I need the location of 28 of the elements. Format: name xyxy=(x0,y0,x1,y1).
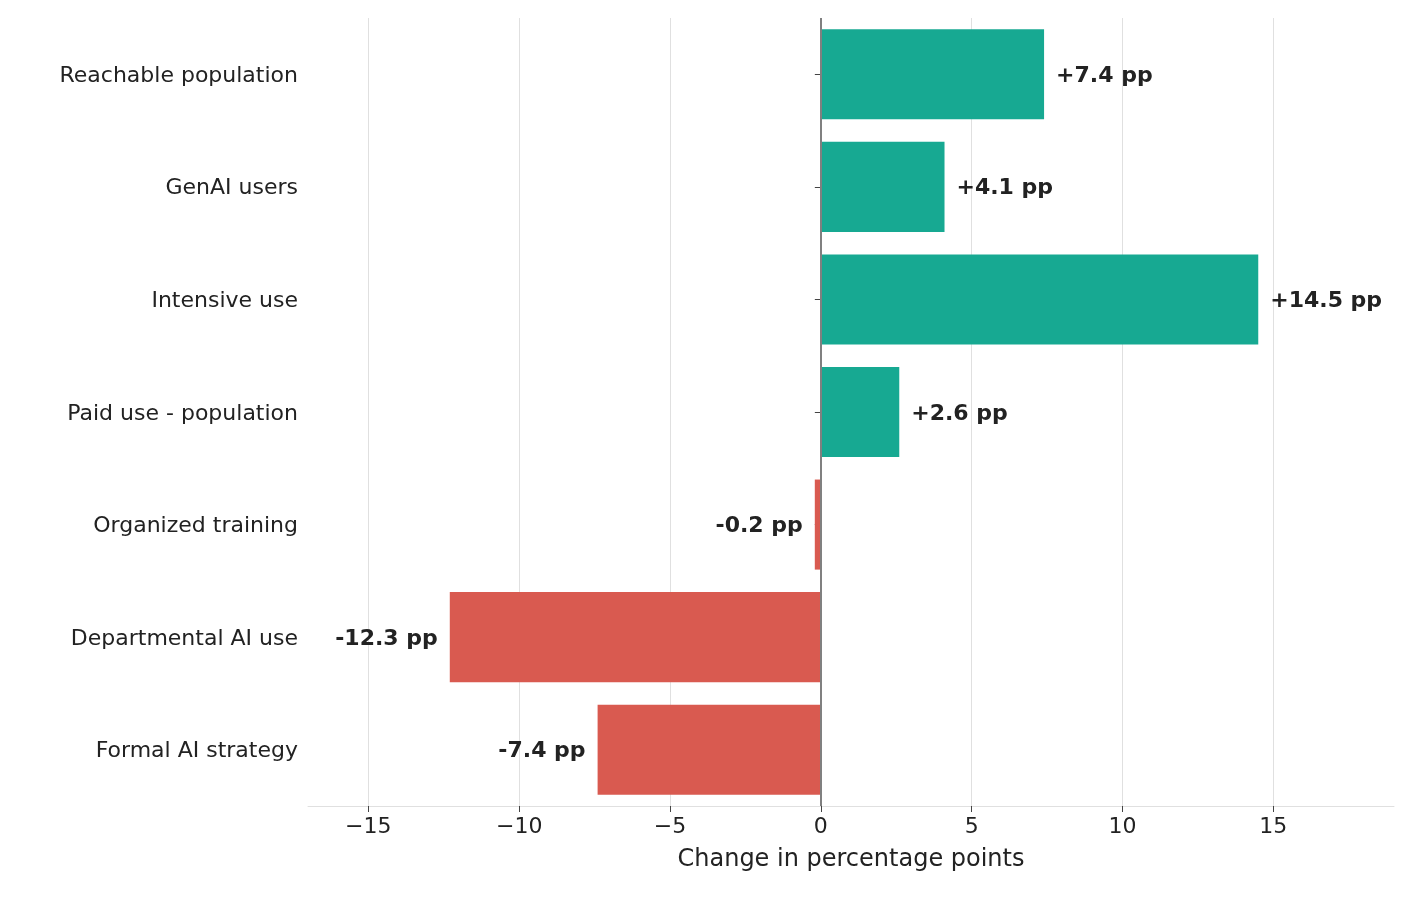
x-tick-label: −10 xyxy=(495,812,543,838)
x-tick-label: 10 xyxy=(1108,812,1137,838)
bar xyxy=(820,254,1259,345)
y-tick-label: Departmental AI use xyxy=(70,624,298,650)
y-tick-label: Organized training xyxy=(93,512,298,538)
bar xyxy=(449,592,821,683)
data-label: +4.1 pp xyxy=(956,174,1054,200)
data-label: +7.4 pp xyxy=(1056,61,1153,87)
y-tick-label: Intensive use xyxy=(151,286,298,312)
x-tick-label: 15 xyxy=(1259,812,1288,838)
bar xyxy=(820,29,1045,120)
x-tick-label: 0 xyxy=(813,812,828,838)
y-tick-label: Formal AI strategy xyxy=(95,737,298,763)
bar xyxy=(597,704,821,795)
data-label: +14.5 pp xyxy=(1270,286,1383,312)
bar xyxy=(820,366,900,458)
x-tick-label: 5 xyxy=(964,812,979,838)
bar xyxy=(820,141,945,232)
data-label: -7.4 pp xyxy=(498,737,586,763)
data-label: -12.3 pp xyxy=(335,624,438,650)
x-tick-label: −15 xyxy=(345,812,392,838)
y-tick-label: GenAI users xyxy=(165,174,298,200)
x-axis-title: Change in percentage points xyxy=(677,844,1025,872)
x-tick-label: −5 xyxy=(653,812,687,838)
data-label: -0.2 pp xyxy=(715,512,803,538)
data-label: +2.6 pp xyxy=(911,399,1008,425)
y-tick-label: Reachable population xyxy=(59,61,298,87)
y-tick-label: Paid use - population xyxy=(67,399,298,425)
